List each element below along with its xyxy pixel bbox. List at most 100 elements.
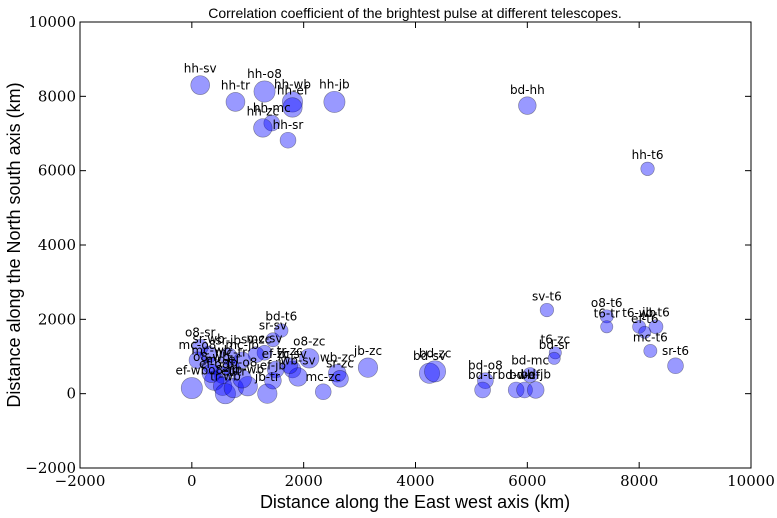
- scatter-point: [632, 319, 647, 334]
- x-axis: −2000 0 2000 4000 6000 8000 10000: [55, 22, 775, 490]
- x-axis-title: Distance along the East west axis (km): [260, 492, 570, 512]
- scatter-point: [283, 360, 302, 379]
- point-label: jb-zc: [353, 344, 382, 358]
- point-label: hh-ef: [277, 84, 309, 98]
- point-label: tr-wb: [210, 369, 241, 383]
- x-tick-label: 2000: [285, 472, 323, 490]
- point-label: mc-wb: [191, 343, 231, 357]
- scatter-point: [527, 381, 545, 399]
- scatter-point: [219, 347, 238, 366]
- point-label: mc-zc: [305, 370, 341, 384]
- point-label: ef-t6: [631, 312, 659, 326]
- point-label: sr-zc: [326, 356, 354, 370]
- scatter-point: [299, 348, 320, 369]
- scatter-point: [257, 383, 278, 404]
- y-axis-title: Distance along the North south axis (km): [4, 82, 24, 407]
- scatter-point: [263, 114, 281, 132]
- scatter-point: [281, 91, 303, 113]
- scatter-point: [232, 369, 252, 389]
- point-label: hh-o8: [247, 67, 282, 81]
- scatter-point: [522, 367, 538, 383]
- scatter-point: [640, 161, 655, 176]
- scatter-point: [599, 309, 614, 324]
- point-label: mc-o8: [179, 338, 217, 352]
- scatter-point: [256, 344, 273, 361]
- point-label: mc-sv: [247, 331, 283, 345]
- chart-title: Correlation coefficient of the brightest…: [208, 5, 622, 21]
- point-label: mc-ef: [205, 353, 240, 367]
- point-label: bd-t6: [265, 310, 297, 324]
- scatter-point: [188, 351, 207, 369]
- scatter-point: [547, 351, 561, 365]
- scatter-point: [223, 378, 244, 399]
- x-tick-label: 4000: [396, 472, 434, 490]
- y-tick-label: 2000: [38, 310, 76, 328]
- x-tick-label: 6000: [508, 472, 546, 490]
- point-label: sv-zc: [241, 333, 271, 347]
- scatter-point: [281, 357, 298, 375]
- scatter-point: [199, 345, 218, 364]
- point-label: jb-tr: [254, 370, 280, 384]
- point-label: bd-sv: [413, 349, 446, 363]
- point-label: hh-mc: [253, 101, 291, 115]
- point-label: hh-wb: [274, 78, 311, 92]
- point-label: ef-jb: [260, 358, 286, 372]
- point-label: jb-wb: [230, 362, 264, 376]
- x-tick-label: 10000: [727, 472, 775, 490]
- point-label: sr-jb: [215, 334, 241, 348]
- y-tick-label: −2000: [25, 459, 76, 477]
- point-label: hh-tr: [221, 78, 250, 92]
- point-label: bd-zc: [419, 347, 451, 361]
- point-label: wb-sv: [281, 354, 316, 368]
- point-label: ef-o8: [199, 357, 229, 371]
- point-label: bd-mc: [511, 354, 549, 368]
- scatter-point: [314, 383, 332, 401]
- y-tick-label: 10000: [28, 13, 76, 31]
- point-label: t6-tr: [594, 307, 620, 321]
- scatter-point: [274, 323, 289, 338]
- point-label: sr-t6: [662, 344, 689, 358]
- scatter-point: [191, 338, 209, 356]
- point-label: ef-zc: [262, 347, 290, 361]
- scatter-point: [477, 372, 494, 389]
- scatter-point: [253, 80, 276, 103]
- point-label: mc-tr: [215, 345, 247, 359]
- point-label: tr-zc: [277, 344, 303, 358]
- scatter-point: [474, 381, 491, 399]
- point-label: bd-wb: [498, 368, 535, 382]
- point-label: o8-sr: [185, 325, 216, 339]
- plot-frame: [79, 21, 752, 469]
- point-label: hh-jb: [319, 77, 350, 91]
- point-label: hh-sv: [184, 62, 217, 76]
- point-label: jb-t6: [641, 306, 670, 320]
- point-label: bd-ef: [509, 368, 541, 382]
- point-label: hh-t6: [632, 148, 664, 162]
- point-label: o8-zc: [293, 335, 325, 349]
- scatter-point: [225, 92, 246, 112]
- x-tick-label: −2000: [55, 472, 106, 490]
- scatter-point: [638, 325, 652, 339]
- x-tick-label: 0: [187, 472, 197, 490]
- scatter-point: [667, 357, 684, 375]
- scatter-point: [202, 357, 221, 375]
- scatter-point: [265, 332, 281, 348]
- scatter-point: [328, 364, 347, 383]
- scatter-point: [600, 320, 614, 334]
- scatter-point: [222, 358, 240, 377]
- scatter-point: [247, 346, 265, 363]
- point-label: bd-sr: [539, 338, 570, 352]
- point-label: o8-tr: [208, 363, 237, 377]
- point-label: wb-zc: [320, 350, 355, 364]
- y-tick-label: 0: [66, 385, 76, 403]
- scatter-point: [212, 376, 233, 396]
- scatter-point: [233, 351, 251, 369]
- point-label: bd-hh: [510, 83, 545, 97]
- point-label: t6-wb: [622, 306, 656, 320]
- scatter-point: [507, 381, 525, 399]
- scatter-point: [648, 319, 664, 335]
- scatter-point: [357, 357, 379, 378]
- scatter-point: [180, 377, 203, 400]
- point-label: jb-sv: [277, 347, 307, 361]
- point-label: hh-zc: [247, 105, 279, 119]
